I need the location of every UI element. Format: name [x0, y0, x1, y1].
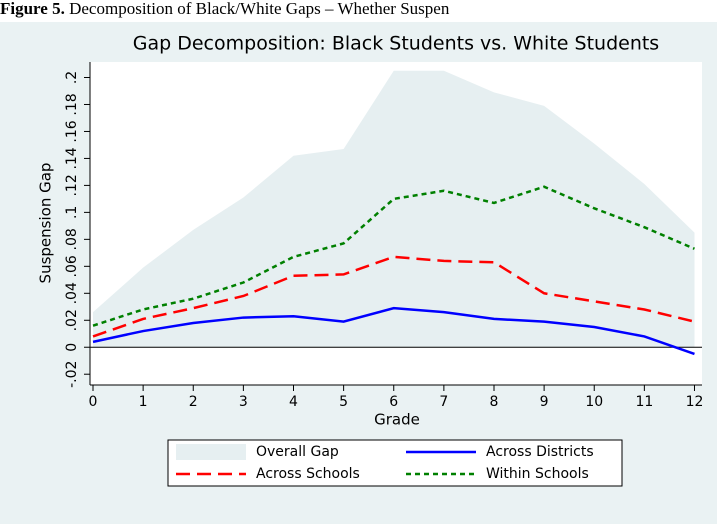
x-tick-label: 6 — [389, 394, 398, 410]
y-tick-label: .18 — [64, 93, 80, 115]
x-tick-label: 7 — [439, 394, 448, 410]
y-tick-label: .16 — [64, 120, 80, 142]
area — [93, 70, 695, 348]
chart: Gap Decomposition: Black Students vs. Wh… — [0, 22, 717, 524]
y-tick-label: .2 — [64, 71, 80, 84]
y-axis-label: Suspension Gap — [37, 163, 55, 284]
line — [92, 185, 695, 327]
x-tick-label: 4 — [289, 394, 298, 410]
x-tick-label: 5 — [339, 394, 348, 410]
y-tick-label: .02 — [64, 309, 80, 331]
caption-text: Decomposition of Black/White Gaps – Whet… — [69, 0, 450, 18]
x-tick-label: 2 — [189, 394, 198, 410]
axes: -.020.02.04.06.08.1.12.14.16.18.20 1 2 3 4 5 6… — [64, 62, 703, 410]
legend-label: Overall Gap — [256, 444, 339, 460]
y-tick-label: .08 — [64, 228, 80, 250]
y-tick-label: .14 — [64, 147, 80, 169]
y-tick-label: .04 — [64, 282, 80, 304]
y-tick-label: 0 — [64, 343, 80, 352]
legend-label: Across Schools — [256, 466, 360, 482]
x-tick-label: 1 — [139, 394, 148, 410]
chart-title: Gap Decomposition: Black Students vs. Wh… — [133, 33, 659, 55]
caption-label: Figure 5. — [0, 0, 65, 18]
line — [92, 306, 695, 356]
y-tick-label: .12 — [64, 174, 80, 196]
legend: Overall Gap Across Districts Across School… — [176, 444, 594, 482]
x-tick-label: 8 — [490, 394, 499, 410]
y-tick-label: .06 — [64, 255, 80, 277]
plot-marks — [90, 70, 702, 356]
x-tick-label: 10 — [585, 394, 603, 410]
legend-label: Within Schools — [486, 466, 589, 482]
x-tick-label: 3 — [239, 394, 248, 410]
x-tick-label: 0 — [89, 394, 98, 410]
x-axis-label: Grade — [374, 411, 420, 429]
y-tick-label: .1 — [64, 206, 80, 219]
figure-caption: Figure 5. Decomposition of Black/White G… — [0, 0, 717, 22]
y-tick-label: -.02 — [64, 361, 80, 388]
x-tick-label: 9 — [540, 394, 549, 410]
x-tick-label: 11 — [635, 394, 653, 410]
legend-swatch — [176, 444, 246, 460]
x-tick-label: 12 — [686, 394, 704, 410]
legend-label: Across Districts — [486, 444, 594, 460]
